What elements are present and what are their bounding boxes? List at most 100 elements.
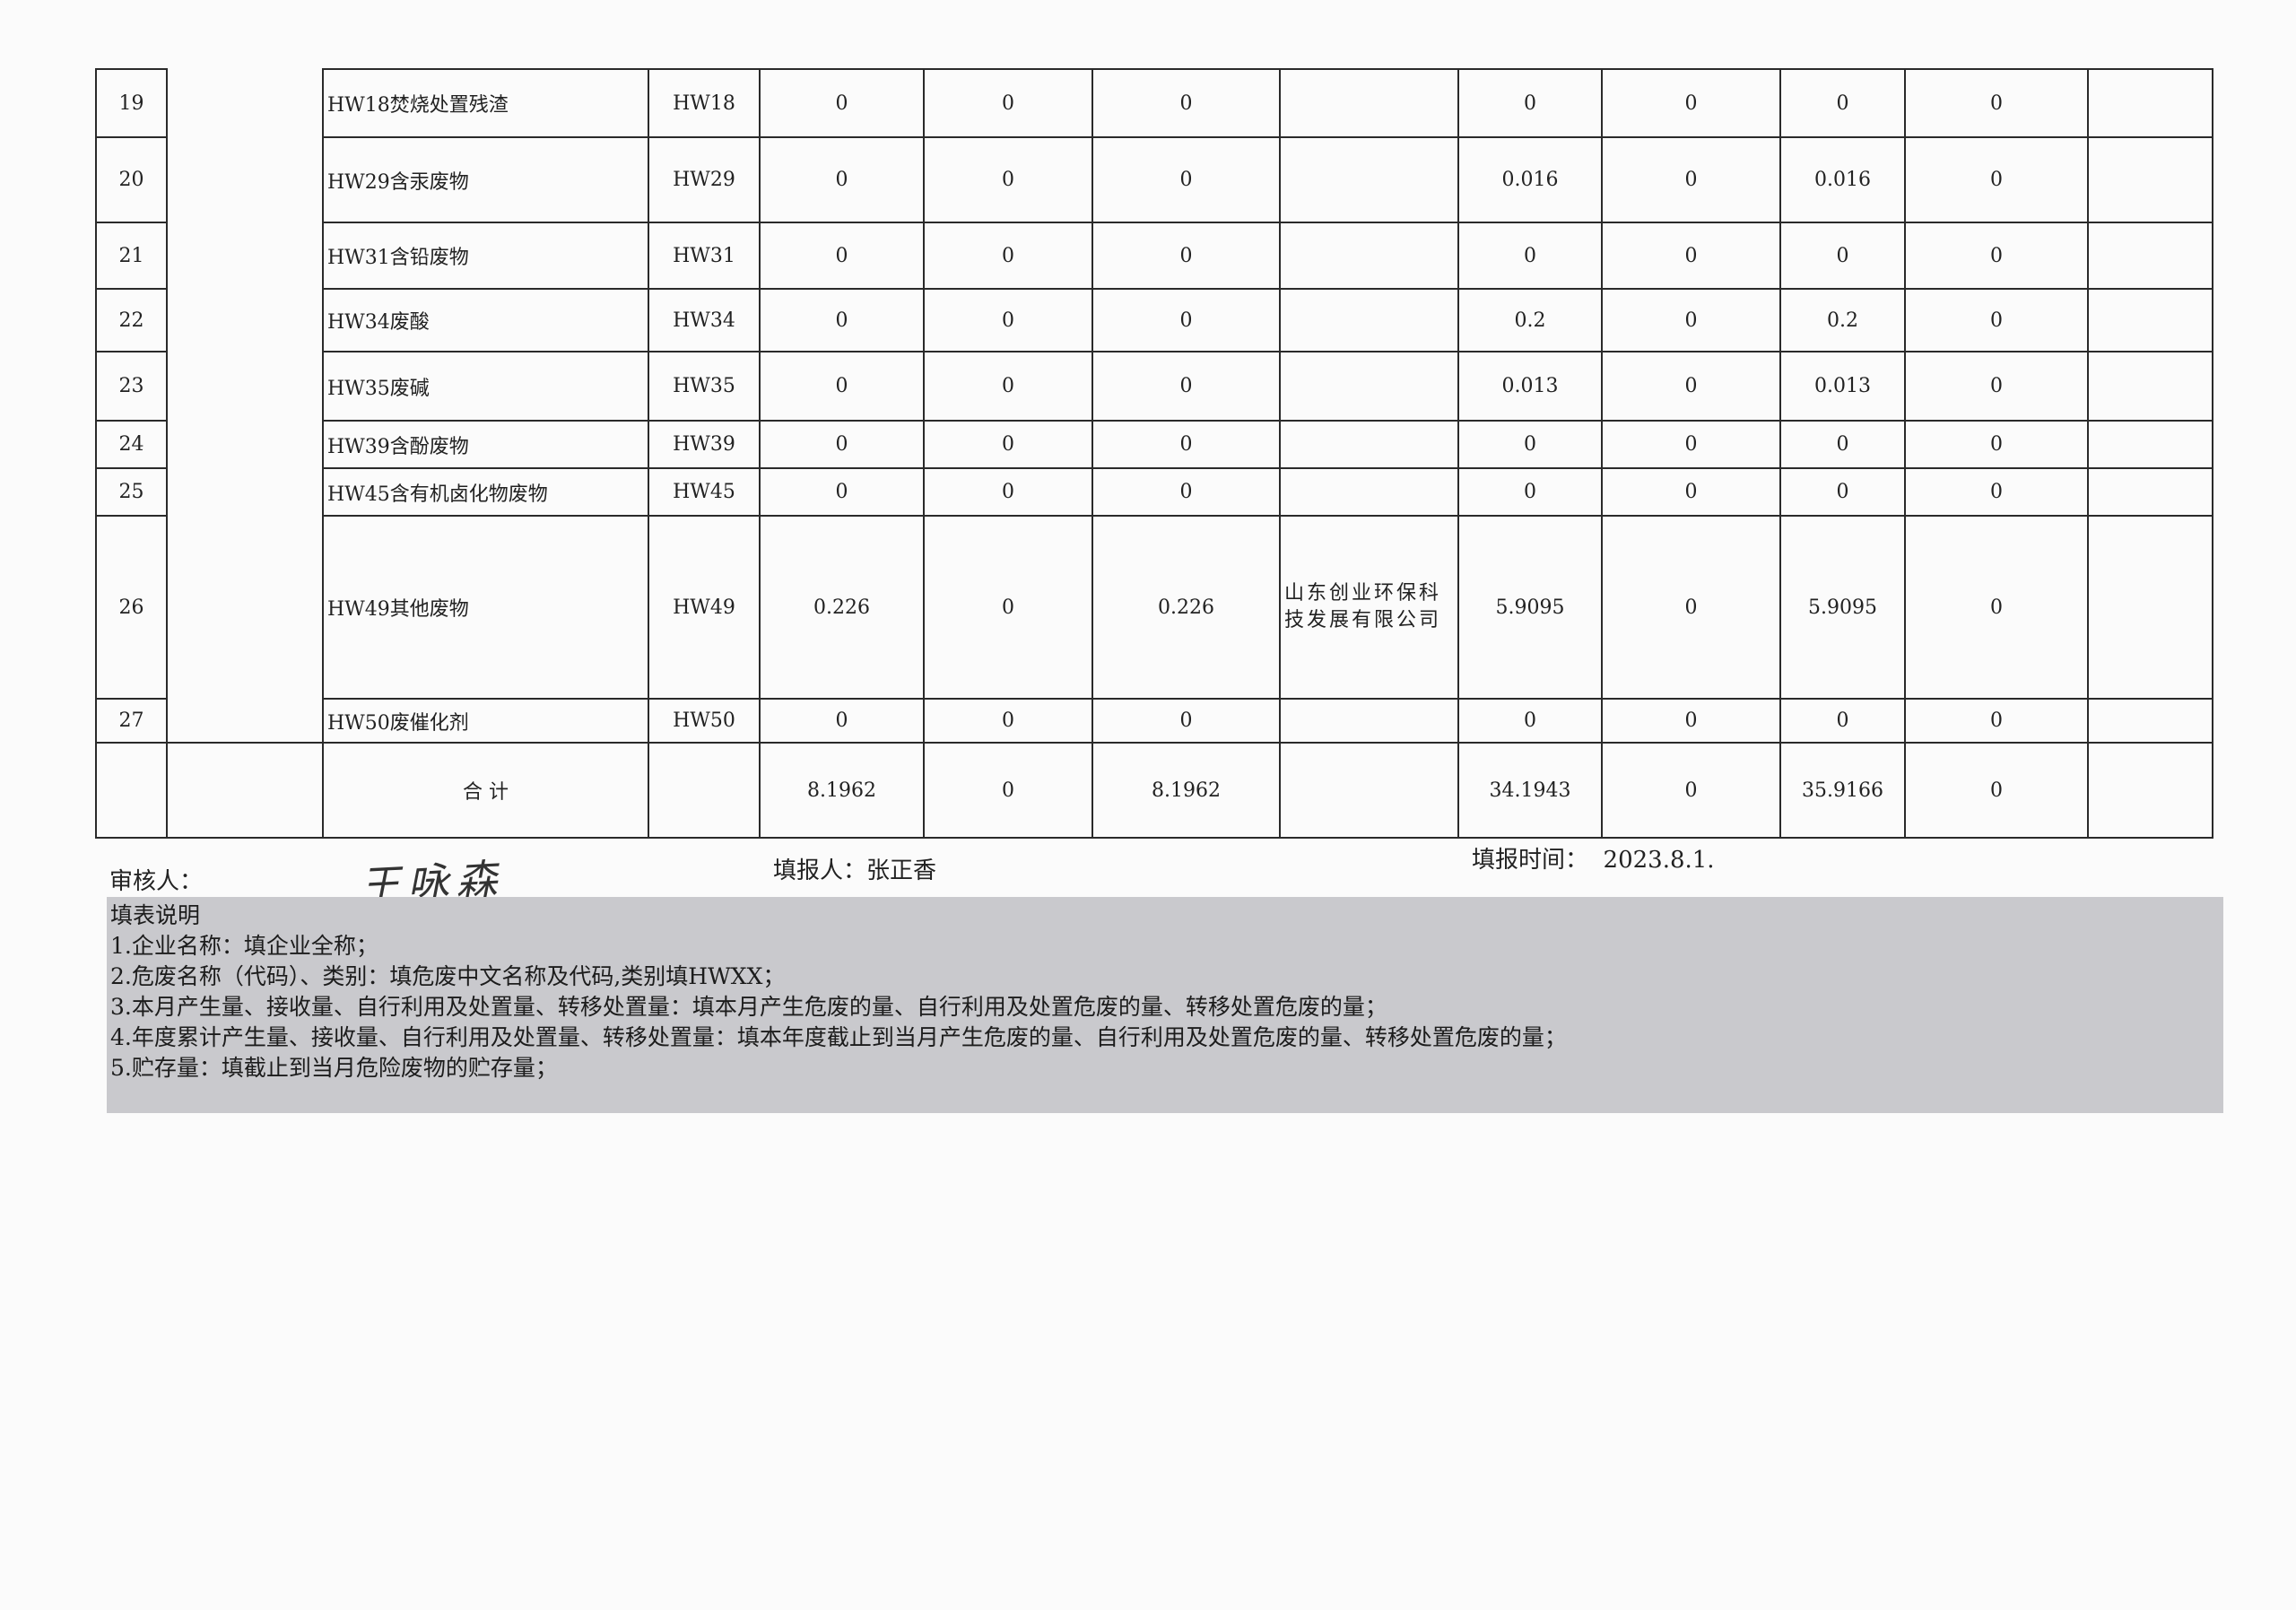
annual-c5: 0 <box>1457 467 1603 517</box>
annual-c8: 0 <box>1904 515 2089 700</box>
disposal-company <box>1279 136 1459 223</box>
table-row: 24 HW39含酚废物 HW39 0 0 0 0 0 0 0 <box>95 420 2213 469</box>
annual-c8: 0 <box>1904 136 2089 223</box>
annual-c7: 0 <box>1779 467 1906 517</box>
row-number: 21 <box>95 222 168 290</box>
waste-name: HW39含酚废物 <box>322 420 649 469</box>
annual-c8: 0 <box>1904 467 2089 517</box>
waste-name: HW34废酸 <box>322 288 649 352</box>
annual-c6: 0 <box>1601 698 1781 744</box>
instructions-title: 填表说明 <box>110 902 201 928</box>
monthly-c2: 0 <box>923 467 1093 517</box>
monthly-c3: 0 <box>1091 420 1281 469</box>
annual-c6: 0 <box>1601 420 1781 469</box>
total-c8: 0 <box>1904 742 2089 839</box>
annual-c5: 5.9095 <box>1457 515 1603 700</box>
waste-name: HW35废碱 <box>322 351 649 422</box>
total-c5: 34.1943 <box>1457 742 1603 839</box>
monthly-c3: 0 <box>1091 698 1281 744</box>
monthly-c1: 0 <box>759 351 925 422</box>
annual-c7: 0 <box>1779 698 1906 744</box>
hazardous-waste-table: 19 HW18焚烧处置残渣 HW18 0 0 0 0 0 0 0 20 HW29含汞废物 HW29 0 0 0… <box>95 68 2213 839</box>
table-row: 25 HW45含有机卤化物废物 HW45 0 0 0 0 0 0 0 <box>95 467 2213 517</box>
table-row: 23 HW35废碱 HW35 0 0 0 0.013 0 0.013 0 <box>95 351 2213 422</box>
row-number: 23 <box>95 351 168 422</box>
total-c1: 8.1962 <box>759 742 925 839</box>
waste-code: HW34 <box>648 288 761 352</box>
annual-c9 <box>2087 698 2213 744</box>
monthly-c2: 0 <box>923 420 1093 469</box>
waste-name: HW31含铅废物 <box>322 222 649 290</box>
annual-c8: 0 <box>1904 698 2089 744</box>
annual-c5: 0 <box>1457 68 1603 138</box>
monthly-c1: 0.226 <box>759 515 925 700</box>
disposal-company <box>1279 467 1459 517</box>
annual-c6: 0 <box>1601 515 1781 700</box>
annual-c7: 0.016 <box>1779 136 1906 223</box>
annual-c9 <box>2087 136 2213 223</box>
total-label: 合 计 <box>322 742 649 839</box>
waste-code: HW29 <box>648 136 761 223</box>
monthly-c3: 0 <box>1091 467 1281 517</box>
total-category <box>166 742 324 839</box>
total-number <box>95 742 168 839</box>
monthly-c2: 0 <box>923 288 1093 352</box>
annual-c5: 0.2 <box>1457 288 1603 352</box>
monthly-c2: 0 <box>923 68 1093 138</box>
annual-c9 <box>2087 288 2213 352</box>
annual-c8: 0 <box>1904 222 2089 290</box>
waste-code: HW35 <box>648 351 761 422</box>
disposal-company <box>1279 288 1459 352</box>
annual-c9 <box>2087 420 2213 469</box>
monthly-c3: 0 <box>1091 68 1281 138</box>
total-c9 <box>2087 742 2213 839</box>
annual-c5: 0.013 <box>1457 351 1603 422</box>
annual-c7: 0 <box>1779 222 1906 290</box>
monthly-c3: 0 <box>1091 351 1281 422</box>
instructions-box: 填表说明 1.企业名称：填企业全称； 2.危废名称（代码）、类别：填危废中文名称… <box>107 897 2223 1113</box>
waste-code: HW31 <box>648 222 761 290</box>
annual-c8: 0 <box>1904 68 2089 138</box>
waste-code: HW39 <box>648 420 761 469</box>
reviewer-label: 审核人： <box>109 868 204 895</box>
annual-c5: 0.016 <box>1457 136 1603 223</box>
row-number: 20 <box>95 136 168 223</box>
fill-date: 填报时间： 2023.8.1. <box>1472 847 1715 874</box>
waste-code: HW50 <box>648 698 761 744</box>
monthly-c2: 0 <box>923 351 1093 422</box>
annual-c9 <box>2087 467 2213 517</box>
disposal-company <box>1279 351 1459 422</box>
monthly-c1: 0 <box>759 467 925 517</box>
monthly-c1: 0 <box>759 136 925 223</box>
monthly-c2: 0 <box>923 515 1093 700</box>
total-c7: 35.9166 <box>1779 742 1906 839</box>
disposal-company <box>1279 68 1459 138</box>
annual-c5: 0 <box>1457 420 1603 469</box>
waste-name: HW50废催化剂 <box>322 698 649 744</box>
table-row: 22 HW34废酸 HW34 0 0 0 0.2 0 0.2 0 <box>95 288 2213 352</box>
row-number: 25 <box>95 467 168 517</box>
row-number: 19 <box>95 68 168 138</box>
total-c3: 8.1962 <box>1091 742 1281 839</box>
instruction-line: 3.本月产生量、接收量、自行利用及处置量、转移处置量：填本月产生危废的量、自行利… <box>110 994 1387 1020</box>
waste-name: HW29含汞废物 <box>322 136 649 223</box>
annual-c6: 0 <box>1601 136 1781 223</box>
instruction-line: 2.危废名称（代码）、类别：填危废中文名称及代码,类别填HWXX； <box>110 963 786 989</box>
waste-code: HW18 <box>648 68 761 138</box>
instruction-line: 4.年度累计产生量、接收量、自行利用及处置量、转移处置量：填本年度截止到当月产生… <box>110 1024 1567 1050</box>
waste-name: HW45含有机卤化物废物 <box>322 467 649 517</box>
row-number: 27 <box>95 698 168 744</box>
monthly-c1: 0 <box>759 68 925 138</box>
category-cell <box>166 69 324 743</box>
filler-label: 填报人：张正香 <box>773 857 937 884</box>
annual-c7: 0.2 <box>1779 288 1906 352</box>
row-number: 26 <box>95 515 168 700</box>
annual-c9 <box>2087 515 2213 700</box>
annual-c9 <box>2087 222 2213 290</box>
annual-c8: 0 <box>1904 420 2089 469</box>
disposal-company <box>1279 698 1459 744</box>
annual-c6: 0 <box>1601 467 1781 517</box>
monthly-c1: 0 <box>759 420 925 469</box>
disposal-company <box>1279 420 1459 469</box>
annual-c5: 0 <box>1457 698 1603 744</box>
